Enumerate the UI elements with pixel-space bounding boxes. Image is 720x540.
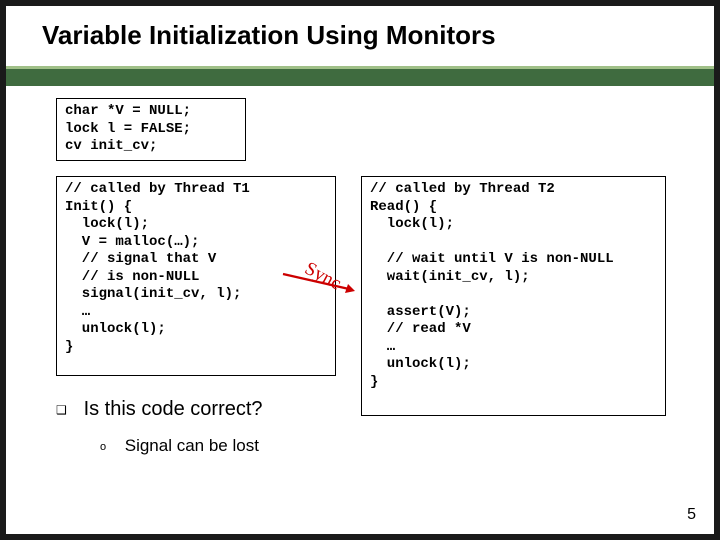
code-declarations: char *V = NULL; lock l = FALSE; cv init_…	[56, 98, 246, 161]
bullet-circle-icon: o	[100, 441, 120, 453]
slide-title: Variable Initialization Using Monitors	[6, 6, 714, 51]
page-number: 5	[687, 506, 696, 524]
question-line: ❑ Is this code correct?	[56, 398, 263, 421]
sync-arrow-head	[345, 284, 355, 293]
question-text: Is this code correct?	[84, 398, 263, 420]
code-thread-t1: // called by Thread T1 Init() { lock(l);…	[56, 176, 336, 376]
title-rule	[6, 66, 714, 86]
subpoint-text: Signal can be lost	[125, 436, 259, 455]
bullet-square-icon: ❑	[56, 403, 78, 417]
subpoint-line: o Signal can be lost	[100, 436, 259, 456]
code-thread-t2: // called by Thread T2 Read() { lock(l);…	[361, 176, 666, 416]
slide: Variable Initialization Using Monitors c…	[6, 6, 714, 534]
